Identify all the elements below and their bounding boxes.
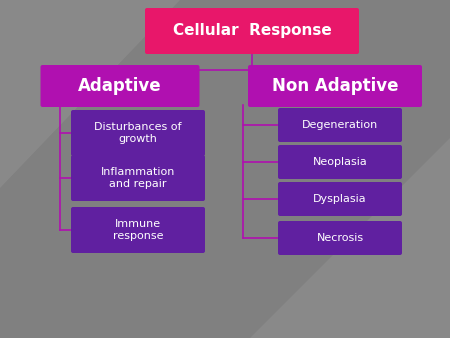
Text: Adaptive: Adaptive <box>78 77 162 95</box>
Text: Degeneration: Degeneration <box>302 120 378 130</box>
Polygon shape <box>0 0 180 188</box>
FancyBboxPatch shape <box>40 65 199 107</box>
Text: Inflammation
and repair: Inflammation and repair <box>101 167 175 189</box>
FancyBboxPatch shape <box>278 108 402 142</box>
Text: Necrosis: Necrosis <box>316 233 364 243</box>
Text: Disturbances of
growth: Disturbances of growth <box>94 122 182 144</box>
FancyBboxPatch shape <box>71 110 205 156</box>
FancyBboxPatch shape <box>278 145 402 179</box>
FancyBboxPatch shape <box>278 182 402 216</box>
Text: Cellular  Response: Cellular Response <box>173 24 331 39</box>
FancyBboxPatch shape <box>145 8 359 54</box>
FancyBboxPatch shape <box>71 155 205 201</box>
Text: Non Adaptive: Non Adaptive <box>272 77 398 95</box>
FancyBboxPatch shape <box>278 221 402 255</box>
Text: Dysplasia: Dysplasia <box>313 194 367 204</box>
Text: Immune
response: Immune response <box>113 219 163 241</box>
Polygon shape <box>250 138 450 338</box>
Text: Neoplasia: Neoplasia <box>313 157 367 167</box>
FancyBboxPatch shape <box>71 207 205 253</box>
FancyBboxPatch shape <box>248 65 422 107</box>
